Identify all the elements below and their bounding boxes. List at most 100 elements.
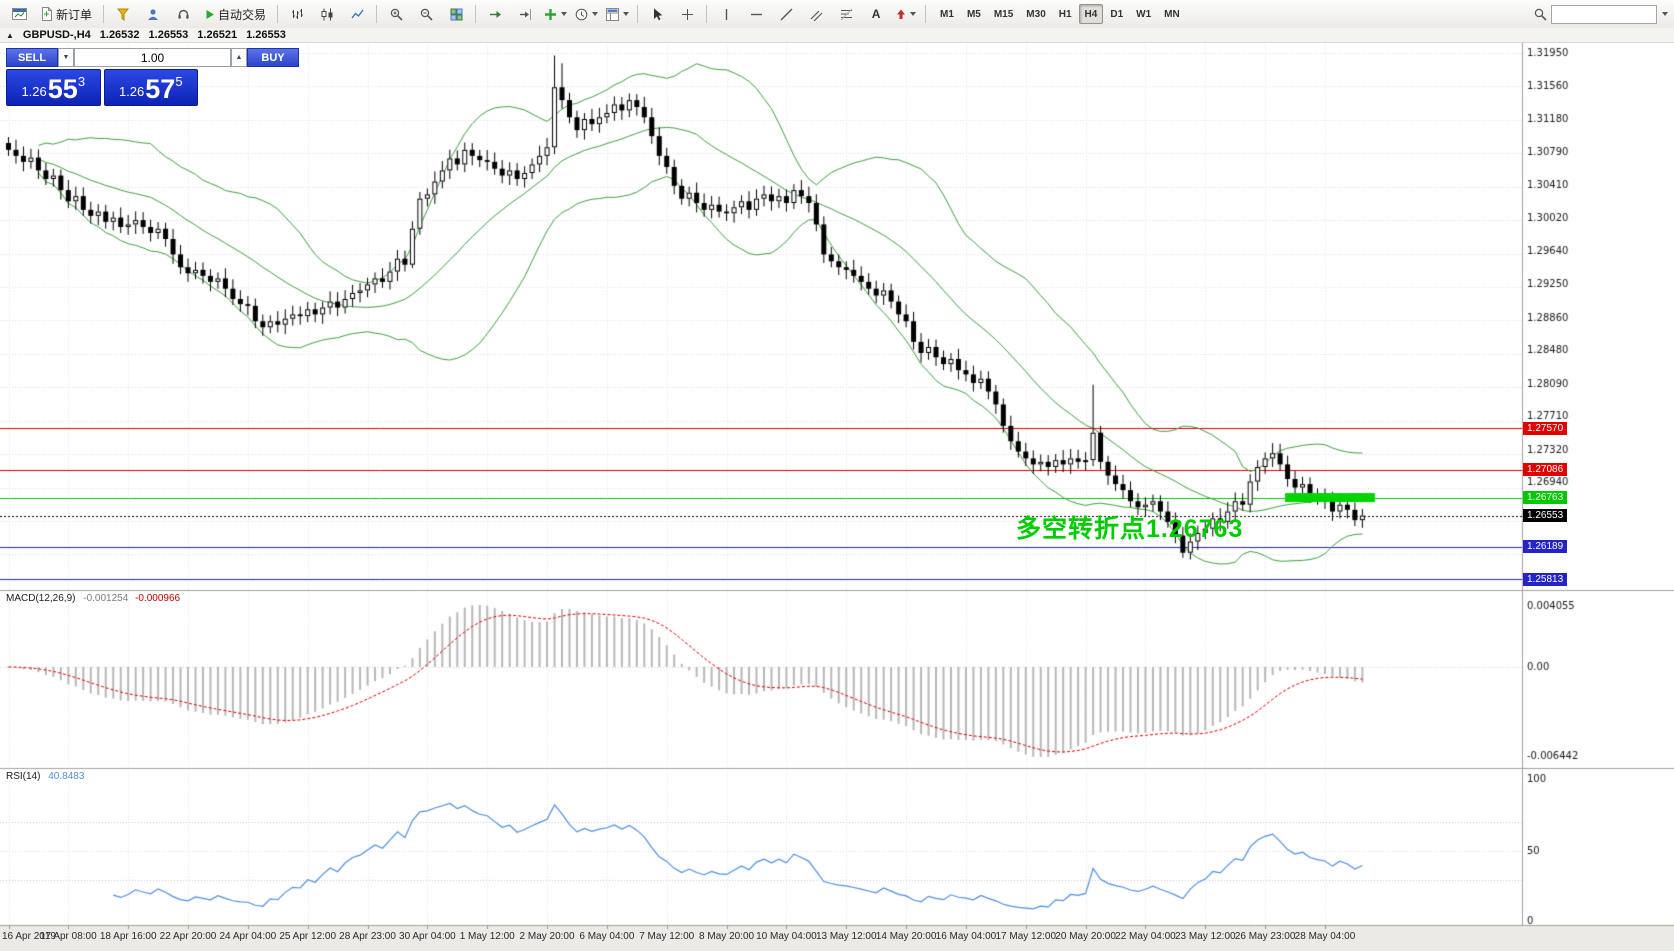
ohlc-high: 1.26553	[148, 29, 189, 41]
equidistant-channel-button[interactable]	[801, 2, 831, 26]
line-chart-icon	[351, 9, 364, 18]
fibonacci-button[interactable]	[831, 2, 861, 26]
candlestick-icon	[321, 8, 333, 20]
arrows-tool-button[interactable]	[891, 2, 921, 26]
indicators-add-icon	[545, 8, 557, 20]
auto-scroll-button[interactable]	[480, 2, 510, 26]
ohlc-close: 1.26553	[246, 29, 286, 41]
sell-pip-fraction: 3	[77, 74, 86, 89]
sell-button[interactable]: SELL	[6, 48, 58, 67]
time-axis-label: 22 Apr 20:00	[159, 931, 217, 942]
person-icon	[148, 8, 159, 20]
zoom-out-icon	[420, 8, 433, 21]
rsi-value: 40.8483	[48, 771, 85, 782]
new-chart-icon	[11, 8, 27, 20]
toolbar-separator	[475, 5, 477, 23]
volume-up-button[interactable]: ▲	[231, 48, 247, 67]
timeframe-button-m1[interactable]: M1	[940, 8, 954, 20]
candlestick-chart-button[interactable]	[312, 2, 342, 26]
cursor-button[interactable]	[642, 2, 672, 26]
trendline-button[interactable]	[771, 2, 801, 26]
bar-chart-icon	[291, 8, 303, 19]
zoom-in-button[interactable]	[381, 2, 411, 26]
horizontal-line-icon	[750, 13, 762, 15]
price-level-tag: 1.26553	[1523, 509, 1568, 523]
tile-windows-icon	[450, 8, 463, 20]
timeframe-button-h1[interactable]: H1	[1058, 8, 1072, 20]
tile-windows-button[interactable]	[441, 2, 471, 26]
buy-price-button[interactable]: 1.26 57 5	[103, 69, 198, 106]
new-chart-button[interactable]	[4, 2, 34, 26]
one-click-prices: 1.26 55 3 1.26 57 5	[6, 69, 198, 106]
search-input[interactable]	[1551, 4, 1657, 24]
timeframe-button-d1[interactable]: D1	[1110, 8, 1124, 20]
bar-chart-button[interactable]	[282, 2, 312, 26]
new-order-icon	[42, 7, 52, 21]
volume-down-button[interactable]: ▼	[58, 48, 74, 67]
timeframe-button-m30[interactable]: M30	[1026, 8, 1046, 20]
time-axis-label: 16 Apr 2019	[2, 931, 56, 942]
vertical-line-button[interactable]	[711, 2, 741, 26]
time-axis-label: 13 May 12:00	[815, 931, 877, 942]
volume-input[interactable]	[74, 48, 231, 67]
clock-icon	[575, 8, 588, 20]
new-order-button[interactable]: 新订单	[34, 2, 99, 26]
timeframe-button-mn[interactable]: MN	[1164, 8, 1180, 20]
autotrading-button[interactable]: 自动交易	[198, 2, 273, 26]
chart-annotation-text[interactable]: 多空转折点1.26763	[1016, 515, 1244, 543]
line-chart-button[interactable]	[342, 2, 372, 26]
zoom-out-button[interactable]	[411, 2, 441, 26]
time-axis-label: 10 May 04:00	[756, 931, 817, 942]
time-axis-label: 28 Apr 23:00	[339, 931, 396, 942]
horizontal-line-button[interactable]	[741, 2, 771, 26]
time-axis-label: 14 May 20:00	[875, 931, 937, 942]
sell-price-button[interactable]: 1.26 55 3	[6, 69, 101, 106]
template-icon	[606, 7, 620, 21]
price-level-tag: 1.26763	[1523, 491, 1568, 505]
symbol-direction-icon: ▲	[6, 30, 14, 40]
macd-name: MACD(12,26,9)	[6, 593, 76, 604]
timeframe-button-w1[interactable]: W1	[1136, 8, 1152, 20]
time-axis-label: 30 Apr 04:00	[399, 931, 456, 942]
chevron-down-icon	[623, 12, 630, 16]
metaeditor-button[interactable]	[108, 2, 138, 26]
zoom-in-icon	[390, 8, 403, 21]
time-axis-label: 26 May 23:00	[1234, 931, 1296, 942]
toolbar-separator	[103, 5, 105, 23]
macd-main-value: -0.001254	[83, 593, 129, 604]
one-click-trading-panel: SELL ▼ ▲ BUY 1.26 55 3 1.26 57 5	[6, 48, 299, 106]
toolbar-separator	[637, 5, 639, 23]
text-tool-button[interactable]: A	[861, 2, 891, 26]
time-axis-label: 20 May 20:00	[1055, 931, 1116, 942]
price-level-tag: 1.26189	[1523, 540, 1568, 554]
time-axis-label: 22 May 04:00	[1115, 931, 1176, 942]
buy-pip-fraction: 5	[175, 74, 183, 89]
new-order-label: 新订单	[56, 7, 93, 22]
time-axis-label: 25 Apr 12:00	[279, 931, 337, 942]
chart-shift-button[interactable]	[510, 2, 540, 26]
signals-button[interactable]	[168, 2, 198, 26]
symbol-title: GBPUSD-,H4	[22, 29, 91, 41]
indicators-button[interactable]	[540, 2, 571, 26]
time-axis: 16 Apr 2019 17 Apr 08:00 18 Apr 16:00 22 Ap…	[0, 926, 1674, 951]
time-axis-label: 18 Apr 16:00	[99, 931, 157, 942]
buy-button[interactable]: BUY	[247, 48, 299, 67]
time-axis-label: 23 May 12:00	[1174, 931, 1236, 942]
auto-scroll-icon	[489, 10, 501, 18]
chart-shift-icon	[519, 8, 531, 20]
channel-icon	[810, 10, 822, 21]
market-watch-button[interactable]	[138, 2, 168, 26]
timeframe-button-h4[interactable]: H4	[1078, 4, 1104, 24]
timeframe-button-m5[interactable]: M5	[966, 8, 981, 20]
chevron-down-icon	[1662, 12, 1668, 16]
crosshair-button[interactable]	[672, 2, 702, 26]
periods-button[interactable]	[571, 2, 602, 26]
timeframe-button-m15[interactable]: M15	[993, 8, 1014, 20]
trendline-icon	[780, 8, 793, 20]
time-axis-label: 8 May 20:00	[699, 931, 755, 942]
search-area	[1534, 4, 1670, 24]
crosshair-icon	[681, 8, 693, 20]
templates-button[interactable]	[602, 2, 633, 26]
